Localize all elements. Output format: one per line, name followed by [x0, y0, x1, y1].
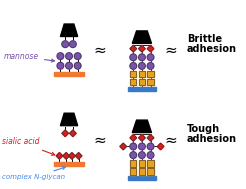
Polygon shape [147, 135, 154, 141]
Bar [127, 177, 156, 180]
Polygon shape [139, 160, 145, 167]
Polygon shape [130, 168, 136, 175]
Polygon shape [61, 113, 78, 126]
Bar [127, 87, 156, 91]
Circle shape [138, 54, 145, 61]
Circle shape [147, 152, 154, 158]
Polygon shape [147, 79, 154, 85]
Circle shape [147, 63, 154, 69]
Bar [54, 162, 84, 166]
Circle shape [138, 152, 145, 158]
Polygon shape [157, 143, 164, 150]
Polygon shape [130, 79, 136, 85]
Circle shape [66, 53, 72, 60]
Polygon shape [147, 45, 154, 52]
Polygon shape [147, 160, 154, 167]
Polygon shape [139, 168, 145, 175]
Polygon shape [132, 120, 152, 132]
Circle shape [138, 143, 145, 150]
Circle shape [74, 62, 81, 69]
Polygon shape [130, 135, 137, 141]
Text: ≈: ≈ [164, 132, 177, 148]
Circle shape [66, 62, 72, 69]
Text: mannose: mannose [4, 52, 55, 62]
Bar [54, 72, 84, 76]
Text: ≈: ≈ [93, 42, 106, 57]
Circle shape [57, 62, 64, 69]
Text: complex N-glycan: complex N-glycan [2, 167, 65, 180]
Text: ≈: ≈ [93, 132, 106, 148]
Polygon shape [75, 153, 82, 159]
Polygon shape [138, 45, 145, 52]
Polygon shape [139, 79, 145, 85]
Circle shape [130, 143, 137, 150]
Polygon shape [139, 71, 145, 77]
Circle shape [57, 53, 64, 60]
Circle shape [74, 53, 81, 60]
Circle shape [147, 54, 154, 61]
Circle shape [147, 143, 154, 150]
Text: adhesion: adhesion [187, 134, 237, 144]
Circle shape [138, 63, 145, 69]
Polygon shape [56, 153, 63, 159]
Polygon shape [132, 31, 152, 43]
Polygon shape [130, 71, 136, 77]
Polygon shape [61, 24, 78, 36]
Circle shape [62, 41, 69, 47]
Circle shape [70, 41, 76, 47]
Polygon shape [62, 130, 69, 137]
Polygon shape [130, 45, 137, 52]
Text: sialic acid: sialic acid [2, 137, 55, 155]
Circle shape [130, 63, 137, 69]
Text: Tough: Tough [187, 125, 220, 135]
Text: Brittle: Brittle [187, 34, 222, 44]
Text: adhesion: adhesion [187, 44, 237, 54]
Polygon shape [70, 130, 76, 137]
Polygon shape [120, 143, 127, 150]
Polygon shape [147, 168, 154, 175]
Polygon shape [63, 153, 70, 159]
Polygon shape [147, 71, 154, 77]
Polygon shape [138, 135, 145, 141]
Text: ≈: ≈ [164, 42, 177, 57]
Polygon shape [69, 153, 75, 159]
Circle shape [130, 54, 137, 61]
Polygon shape [130, 160, 136, 167]
Circle shape [130, 152, 137, 158]
